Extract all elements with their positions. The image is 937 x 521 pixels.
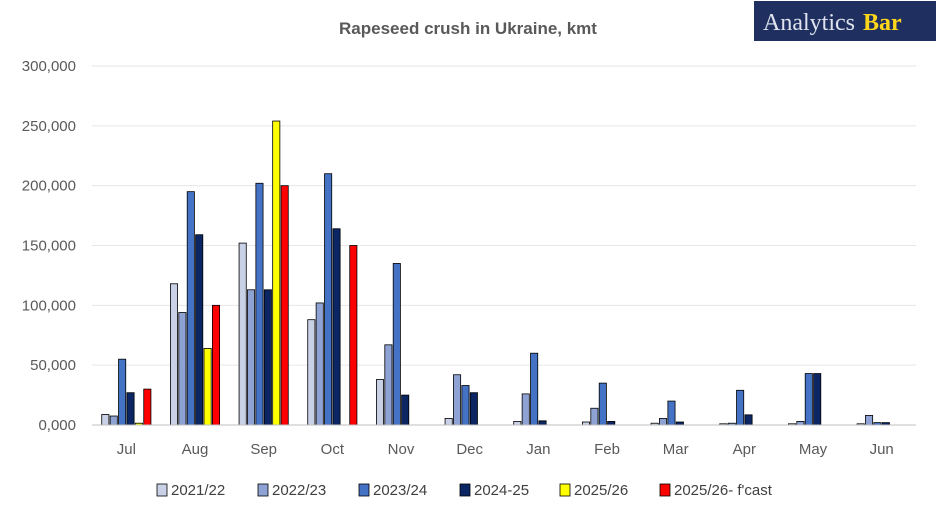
legend-swatch [156,483,168,497]
analytics-bar-logo: Analytics Bar [754,1,936,41]
y-tick-label: 200,000 [22,178,76,195]
x-tick-label: Mar [663,441,689,458]
x-tick-label: Feb [594,441,620,458]
bar-jun-series-1 [865,415,874,426]
bar-jul-series-0 [101,414,110,426]
bar-oct-series-1 [315,302,324,426]
bar-sep-series-1 [247,289,256,426]
bar-jan-series-2 [530,352,539,426]
bar-dec-series-3 [469,392,478,426]
y-tick-label: 100,000 [22,297,76,314]
bar-oct-series-5 [349,245,358,426]
x-tick-label: Sep [250,441,277,458]
y-axis-ticks: 0,000 50,000 100,000 150,000 200,000 250,000 3… [22,58,76,434]
x-tick-label: May [799,441,828,458]
bar-dec-series-1 [453,374,462,426]
bar-jul-series-1 [109,415,118,426]
logo-text-part1: Analytics [763,10,855,36]
bar-jan-series-1 [521,393,530,426]
bar-may-series-1 [796,421,805,426]
bar-oct-series-2 [324,173,333,426]
legend: 2021/22 2022/23 2023/24 2024-25 2025/26 2025/… [156,482,773,499]
bar-jan-series-3 [538,420,547,426]
logo-text-part2: Bar [863,10,902,36]
legend-label: 2025/26 [574,482,628,499]
bar-aug-series-3 [195,234,204,426]
bar-may-series-2 [804,373,813,426]
bar-dec-series-0 [444,418,453,426]
x-tick-label: Jun [870,441,894,458]
x-tick-label: Jan [526,441,550,458]
y-tick-label: 250,000 [22,118,76,135]
x-tick-label: Aug [182,441,209,458]
bar-oct-series-3 [332,228,341,426]
y-tick-label: 0,000 [38,417,76,434]
bar-sep-series-2 [255,182,264,426]
bar-jul-series-5 [143,388,152,426]
logo-background [754,1,936,41]
x-tick-label: Apr [733,441,756,458]
bar-aug-series-4 [203,348,212,426]
bar-feb-series-2 [598,382,607,426]
bar-aug-series-0 [169,283,178,426]
legend-label: 2023/24 [373,482,427,499]
bar-apr-series-2 [736,389,745,426]
legend-swatch [459,483,471,497]
y-tick-label: 50,000 [30,357,76,374]
gridlines [92,65,916,366]
bar-nov-series-1 [384,344,393,426]
bar-mar-series-1 [659,418,668,426]
legend-label: 2021/22 [171,482,225,499]
bar-aug-series-1 [178,312,187,426]
bar-jan-series-0 [513,421,522,426]
bar-aug-series-5 [211,304,220,426]
x-tick-label: Dec [456,441,483,458]
legend-swatch [559,483,571,497]
bar-apr-series-3 [744,414,753,426]
y-tick-label: 150,000 [22,238,76,255]
bar-sep-series-5 [280,185,289,426]
y-tick-label: 300,000 [22,58,76,75]
x-tick-label: Jul [117,441,136,458]
logo-text: Analytics Bar [763,10,902,36]
bar-nov-series-0 [375,379,384,426]
legend-swatch [659,483,671,497]
x-axis-ticks: Jul Aug Sep Oct Nov Dec Jan Feb Mar Apr May Jun [117,441,894,458]
bar-feb-series-1 [590,407,599,426]
bar-nov-series-3 [401,394,410,426]
bar-sep-series-4 [272,120,281,426]
bar-nov-series-2 [392,263,401,426]
legend-label: 2024-25 [474,482,529,499]
bar-sep-series-0 [238,242,247,426]
legend-label: 2025/26- f'cast [674,482,773,499]
chart-title: Rapeseed crush in Ukraine, kmt [339,19,597,38]
bar-aug-series-2 [186,191,195,426]
bar-may-series-3 [813,373,822,426]
bar-jul-series-3 [126,392,135,426]
bar-dec-series-2 [461,385,470,426]
legend-swatch [257,483,269,497]
legend-swatch [358,483,370,497]
legend-label: 2022/23 [272,482,326,499]
x-tick-label: Oct [321,441,345,458]
bar-jul-series-2 [118,358,127,426]
bar-oct-series-0 [307,319,316,426]
bars [101,120,890,426]
x-tick-label: Nov [388,441,415,458]
bar-mar-series-2 [667,400,676,426]
bar-feb-series-3 [607,421,616,426]
bar-sep-series-3 [263,289,272,426]
